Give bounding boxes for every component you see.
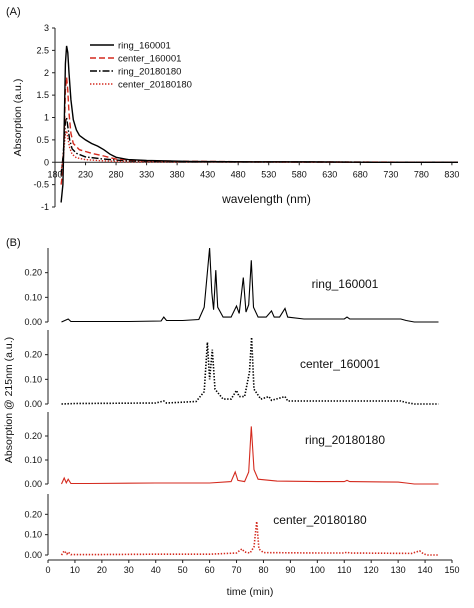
x-tick-label-a: 530 <box>261 169 276 179</box>
x-tick-label-a: 630 <box>322 169 337 179</box>
x-tick-label-a: 330 <box>139 169 154 179</box>
panel-b: (B) 0.00 0.10 0.20 ring_160001 0.00 0.10 0.20 ce… <box>3 237 460 598</box>
series-label-center_20180180: center_20180180 <box>273 513 367 527</box>
y-tick-label-b1: 0.00 <box>24 317 42 327</box>
x-tick-label-b: 140 <box>418 565 433 575</box>
x-axis-title-b: time (min) <box>227 586 274 598</box>
legend-label-ring_160001: ring_160001 <box>118 41 171 52</box>
x-tick-label-a: 680 <box>353 169 368 179</box>
x-tick-label-b: 130 <box>391 565 406 575</box>
y-tick-label-a: 3 <box>44 23 49 33</box>
x-tick-label-a: 730 <box>383 169 398 179</box>
y-tick-label-b3: 0.00 <box>24 479 42 489</box>
x-tick-label-a: 430 <box>200 169 215 179</box>
x-tick-label-a: 180 <box>47 169 62 179</box>
x-tick-label-b: 70 <box>232 565 242 575</box>
series-line-ring_160001 <box>61 247 439 323</box>
legend-label-ring_20180180: ring_20180180 <box>118 67 181 78</box>
x-tick-label-a: 580 <box>292 169 307 179</box>
x-tick-label-b: 100 <box>310 565 325 575</box>
y-tick-label-a: 0 <box>44 157 49 167</box>
panel-a: (A) -1 -0.5 0 0.5 1 1.5 2 2.5 3 180 230 280 330 380 430… <box>6 6 459 212</box>
y-tick-label-b1: 0.10 <box>24 292 42 302</box>
y-tick-label-b3: 0.20 <box>24 431 42 441</box>
series-line-center_160001 <box>61 337 439 405</box>
legend-label-center_20180180: center_20180180 <box>118 80 192 91</box>
x-tick-label-b: 0 <box>45 565 50 575</box>
x-tick-label-b: 60 <box>205 565 215 575</box>
y-tick-label-a: 2.5 <box>36 45 49 55</box>
y-tick-label-a: 1.5 <box>36 90 49 100</box>
series-label-center_160001: center_160001 <box>300 357 380 371</box>
y-tick-label-b2: 0.10 <box>24 374 42 384</box>
y-axis-title-a: Absorption (a.u.) <box>12 79 24 157</box>
x-tick-label-a: 830 <box>444 169 459 179</box>
y-tick-label-b2: 0.20 <box>24 350 42 360</box>
y-tick-label-a: 0.5 <box>36 135 49 145</box>
y-tick-label-b2: 0.00 <box>24 399 42 409</box>
x-tick-label-b: 40 <box>151 565 161 575</box>
x-tick-label-a: 380 <box>170 169 185 179</box>
x-tick-label-a: 230 <box>78 169 93 179</box>
y-tick-label-a: 1 <box>44 113 49 123</box>
series-line-ring_20180180 <box>60 117 458 176</box>
x-tick-label-b: 30 <box>124 565 134 575</box>
series-label-ring_160001: ring_160001 <box>312 277 379 291</box>
series-line-ring_20180180 <box>60 426 439 485</box>
legend-label-center_160001: center_160001 <box>118 54 181 65</box>
x-tick-label-b: 110 <box>337 565 351 575</box>
series-line-ring_160001 <box>60 45 458 203</box>
x-tick-label-b: 120 <box>364 565 379 575</box>
x-tick-label-b: 20 <box>97 565 107 575</box>
series-line-center_20180180 <box>60 521 439 556</box>
y-tick-label-b1: 0.20 <box>24 268 42 278</box>
y-tick-label-a: -1 <box>41 202 49 212</box>
panel-label-b: (B) <box>6 237 21 249</box>
x-tick-label-a: 480 <box>231 169 246 179</box>
y-tick-label-b4: 0.20 <box>24 509 42 519</box>
x-axis-title-a: wavelength (nm) <box>221 192 311 206</box>
y-axis-title-b: Absorption @ 215nm (a.u.) <box>3 337 15 463</box>
x-tick-label-a: 780 <box>414 169 429 179</box>
panel-label-a: (A) <box>6 6 21 18</box>
x-tick-label-b: 150 <box>444 565 459 575</box>
y-tick-label-b4: 0.10 <box>24 530 42 540</box>
x-tick-label-b: 10 <box>70 565 80 575</box>
x-tick-label-b: 50 <box>178 565 188 575</box>
series-line-center_20180180 <box>60 128 458 172</box>
y-tick-label-a: 2 <box>44 68 49 78</box>
y-tick-label-a: -0.5 <box>33 180 49 190</box>
series-label-ring_20180180: ring_20180180 <box>305 433 385 447</box>
y-tick-label-b4: 0.00 <box>24 550 42 560</box>
x-tick-label-b: 80 <box>258 565 268 575</box>
x-tick-label-b: 90 <box>285 565 295 575</box>
y-tick-label-b3: 0.10 <box>24 455 42 465</box>
x-tick-label-a: 280 <box>109 169 124 179</box>
